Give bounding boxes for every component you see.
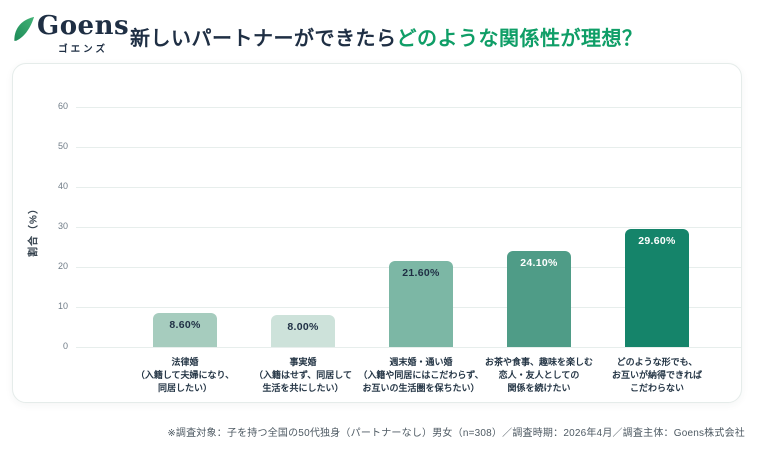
category-label-line: 恋人・友人としての <box>498 370 580 381</box>
y-tick-label: 30 <box>57 221 68 231</box>
bar-value-label: 8.60% <box>169 319 201 331</box>
bar-value-label: 8.00% <box>287 321 319 333</box>
page-title: 新しいパートナーができたらどのような関係性が理想？ <box>130 22 643 51</box>
category-label: 事実婚 （入籍はせず、同居して 生活を共にしたい） <box>228 356 378 395</box>
bar-value-label: 21.60% <box>402 267 440 279</box>
category-label-line: 生活を共にしたい） <box>262 383 344 394</box>
y-tick-label: 0 <box>62 341 68 351</box>
gridline <box>76 107 741 108</box>
goens-logo: Goens ゴエンズ <box>13 11 130 56</box>
category-label-line: どのような形でも、 <box>616 357 698 367</box>
gridline <box>76 187 741 188</box>
bar: 29.60% <box>625 229 689 347</box>
bar: 24.10% <box>507 251 571 347</box>
category-label: 法律婚 （入籍して夫婦になり、 同居したい） <box>110 356 260 395</box>
y-tick-label: 20 <box>57 261 68 271</box>
category-label-line: （入籍や同居にはこだわらず、 <box>358 370 484 381</box>
bar-value-label: 29.60% <box>638 235 676 247</box>
logo-kana: ゴエンズ <box>58 44 108 56</box>
bar-chart: 0 10 20 30 40 50 60 8.60% 法律婚 （入籍して夫婦になり、 同居したい） 8.… <box>13 64 741 402</box>
category-label: 週末婚・通い婚 （入籍や同居にはこだわらず、 お互いの生活圏を保ちたい） <box>346 356 496 395</box>
category-label-line: お互いの生活圏を保ちたい） <box>362 383 480 394</box>
category-label-line: （入籍して夫婦になり、 <box>135 370 235 381</box>
y-tick-label: 10 <box>57 301 68 311</box>
y-tick-label: 50 <box>57 141 68 151</box>
category-label-line: お互いが納得できれば <box>611 370 702 381</box>
chart-card: 割合（%） 0 10 20 30 40 50 60 8.60% 法律婚 （入籍して夫婦になり、 同居… <box>12 63 742 403</box>
gridline <box>76 347 741 348</box>
category-label-line: （入籍はせず、同居して <box>253 370 353 381</box>
category-label-line: 法律婚 <box>171 357 199 367</box>
category-label-line: こだわらない <box>629 383 684 394</box>
category-label-line: お茶や食事、趣味を楽しむ <box>484 357 593 367</box>
y-tick-label: 40 <box>57 181 68 191</box>
title-highlight: どのような関係性が理想？ <box>396 28 643 50</box>
category-label: お茶や食事、趣味を楽しむ 恋人・友人としての 関係を続けたい <box>464 356 614 395</box>
title-prefix: 新しいパートナーができたら <box>130 28 397 50</box>
survey-footnote: ※調査対象：子を持つ全国の50代独身（パートナーなし）男女（n=308）／調査時… <box>167 428 745 439</box>
gridline <box>76 227 741 228</box>
bar-value-label: 24.10% <box>520 257 558 269</box>
logo-text: Goens ゴエンズ <box>37 11 130 56</box>
category-label-line: 関係を続けたい <box>507 383 571 394</box>
y-tick-label: 60 <box>57 101 68 111</box>
leaf-icon <box>14 16 35 41</box>
logo-wordmark: Goens <box>37 11 130 41</box>
bar: 21.60% <box>389 261 453 347</box>
category-label-line: 週末婚・通い婚 <box>389 357 453 367</box>
category-label-line: 事実婚 <box>289 357 317 367</box>
category-label-line: 同居したい） <box>157 383 212 394</box>
bar: 8.60% <box>153 313 217 347</box>
bar: 8.00% <box>271 315 335 347</box>
gridline <box>76 147 741 148</box>
category-label: どのような形でも、 お互いが納得できれば こだわらない <box>582 356 732 395</box>
